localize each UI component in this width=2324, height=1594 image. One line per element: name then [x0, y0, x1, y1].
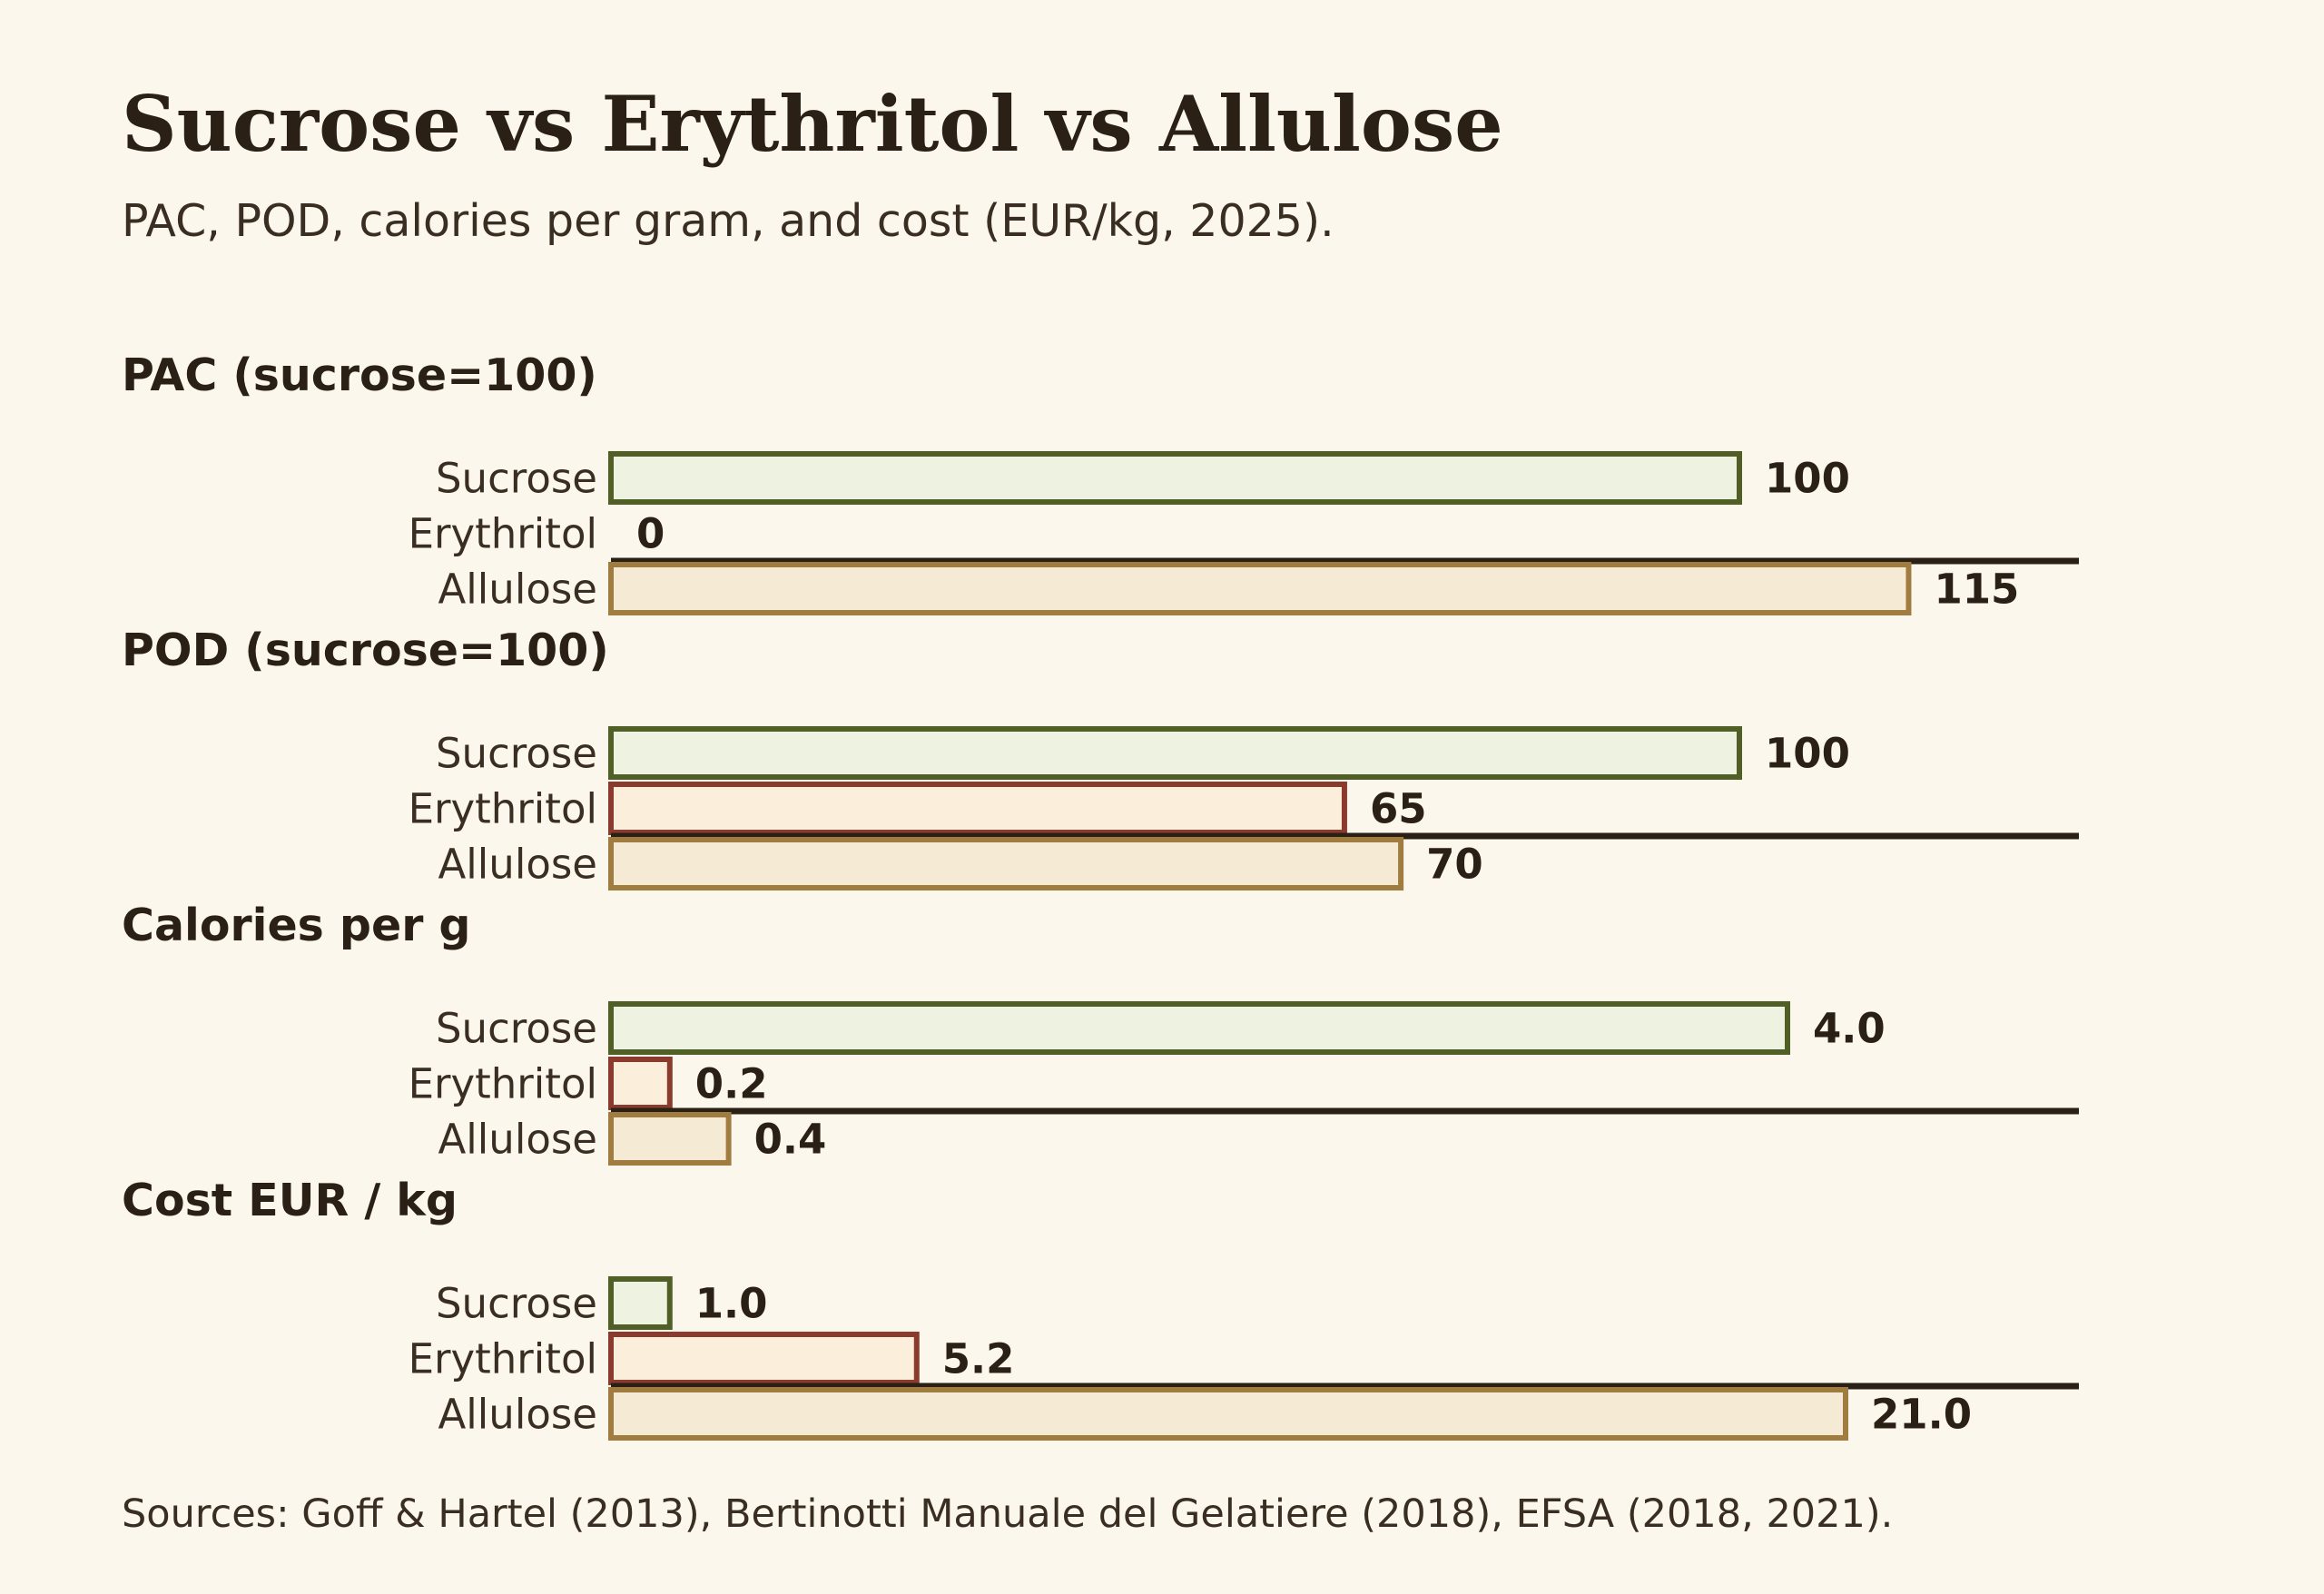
- value-label: 100: [1765, 730, 1850, 778]
- category-label: Sucrose: [436, 1280, 597, 1328]
- panel-title: POD (sucrose=100): [122, 625, 609, 676]
- value-label: 0: [636, 510, 665, 558]
- chart-panels: PAC (sucrose=100) Sucrose 100 Erythritol 0 Al…: [122, 349, 2079, 1441]
- panel-title: Cost EUR / kg: [122, 1175, 458, 1226]
- bar-sucrose: [608, 451, 1742, 505]
- chart-title: Sucrose vs Erythritol vs Allulose: [122, 79, 1503, 169]
- chart-subtitle: PAC, POD, calories per gram, and cost (E…: [122, 195, 1334, 247]
- value-label: 65: [1370, 785, 1427, 833]
- category-label: Erythritol: [409, 1335, 597, 1383]
- chart-panel: Calories per g Sucrose 4.0 Erythritol 0.2 All…: [122, 900, 2079, 1166]
- category-label: Allulose: [438, 566, 597, 614]
- bar-sucrose: [608, 1276, 673, 1330]
- value-label: 70: [1426, 841, 1483, 889]
- category-label: Allulose: [438, 1116, 597, 1164]
- value-label: 4.0: [1813, 1005, 1886, 1053]
- bar-allulose: [608, 1112, 732, 1166]
- chart-panel: POD (sucrose=100) Sucrose 100 Erythritol 65 A…: [122, 625, 2079, 890]
- chart-panel: PAC (sucrose=100) Sucrose 100 Erythritol 0 Al…: [122, 349, 2079, 615]
- value-label: 21.0: [1871, 1391, 1972, 1439]
- bar-allulose: [608, 1387, 1848, 1441]
- bar-sucrose: [608, 726, 1742, 780]
- chart-panel: Cost EUR / kg Sucrose 1.0 Erythritol 5.2 Allu…: [122, 1175, 2079, 1441]
- bar-erythritol: [608, 1332, 920, 1385]
- value-label: 100: [1765, 455, 1850, 503]
- value-label: 0.2: [695, 1060, 768, 1108]
- panel-title: Calories per g: [122, 900, 471, 951]
- category-label: Allulose: [438, 1391, 597, 1439]
- bar-sucrose: [608, 1001, 1790, 1055]
- category-label: Erythritol: [409, 1060, 597, 1108]
- category-label: Erythritol: [409, 510, 597, 558]
- category-label: Allulose: [438, 841, 597, 889]
- panel-title: PAC (sucrose=100): [122, 349, 597, 401]
- category-label: Sucrose: [436, 1005, 597, 1053]
- bar-erythritol: [608, 1057, 673, 1110]
- value-label: 1.0: [695, 1280, 768, 1328]
- category-label: Sucrose: [436, 455, 597, 503]
- bar-erythritol: [608, 782, 1347, 835]
- value-label: 0.4: [754, 1116, 827, 1164]
- bar-allulose: [608, 562, 1912, 615]
- category-label: Erythritol: [409, 785, 597, 833]
- value-label: 115: [1934, 566, 2019, 614]
- category-label: Sucrose: [436, 730, 597, 778]
- bar-allulose: [608, 837, 1404, 890]
- value-label: 5.2: [942, 1335, 1015, 1383]
- chart-source-note: Sources: Goff & Hartel (2013), Bertinott…: [122, 1491, 1893, 1537]
